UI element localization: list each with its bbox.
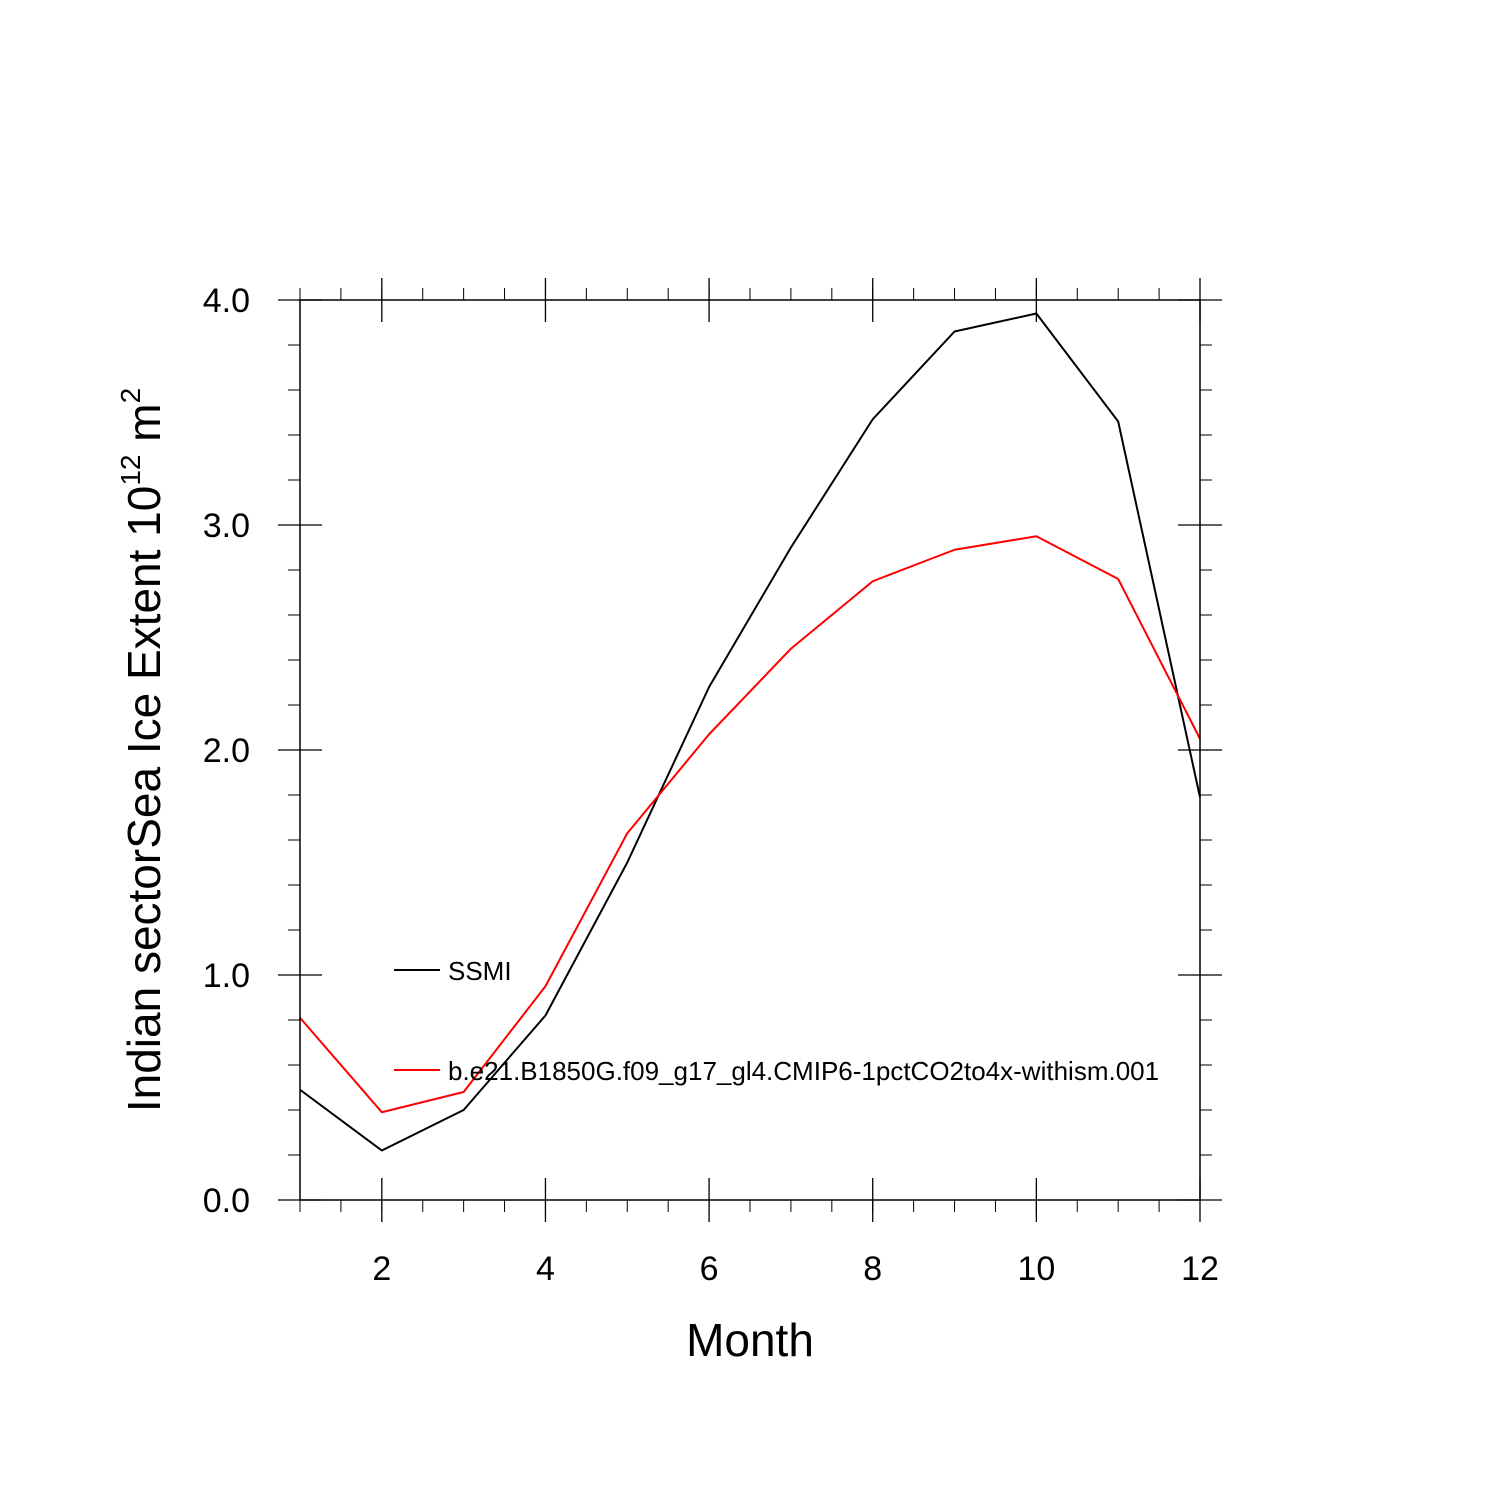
x-tick-label: 6	[700, 1250, 719, 1288]
y-tick-label: 0.0	[203, 1182, 250, 1220]
x-tick-label: 4	[536, 1250, 555, 1288]
plot-frame	[299, 299, 1201, 1201]
series-line-model	[299, 535, 1201, 1114]
y-axis-title: Indian sectorSea Ice Extent 1012 m2	[115, 388, 170, 1112]
series-lines	[299, 312, 1201, 1152]
y-tick-label: 3.0	[203, 507, 250, 545]
legend: SSMI b.e21.B1850G.f09_g17_gl4.CMIP6-1pct…	[394, 956, 1159, 1086]
legend-label-model: b.e21.B1850G.f09_g17_gl4.CMIP6-1pctCO2to…	[448, 1056, 1159, 1086]
y-axis-title-prefix: Indian sectorSea Ice Extent 10	[118, 486, 170, 1113]
y-tick-label: 2.0	[203, 732, 250, 770]
series-line-ssmi	[299, 312, 1201, 1152]
x-axis-title: Month	[686, 1314, 814, 1366]
y-axis-title-unit-exponent: 2	[115, 388, 146, 404]
x-tick-label: 12	[1181, 1250, 1219, 1288]
y-tick-label: 4.0	[203, 282, 250, 320]
x-tick-label: 2	[372, 1250, 391, 1288]
legend-label-ssmi: SSMI	[448, 956, 512, 986]
x-tick-label: 10	[1017, 1250, 1055, 1288]
y-axis-title-unit: m	[118, 403, 170, 454]
x-tick-labels: 2 4 6 8 10 12	[372, 1250, 1219, 1288]
y-tick-labels: 0.0 1.0 2.0 3.0 4.0	[203, 282, 250, 1220]
x-tick-label: 8	[863, 1250, 882, 1288]
y-axis-title-exponent: 12	[115, 455, 146, 486]
y-tick-label: 1.0	[203, 957, 250, 995]
